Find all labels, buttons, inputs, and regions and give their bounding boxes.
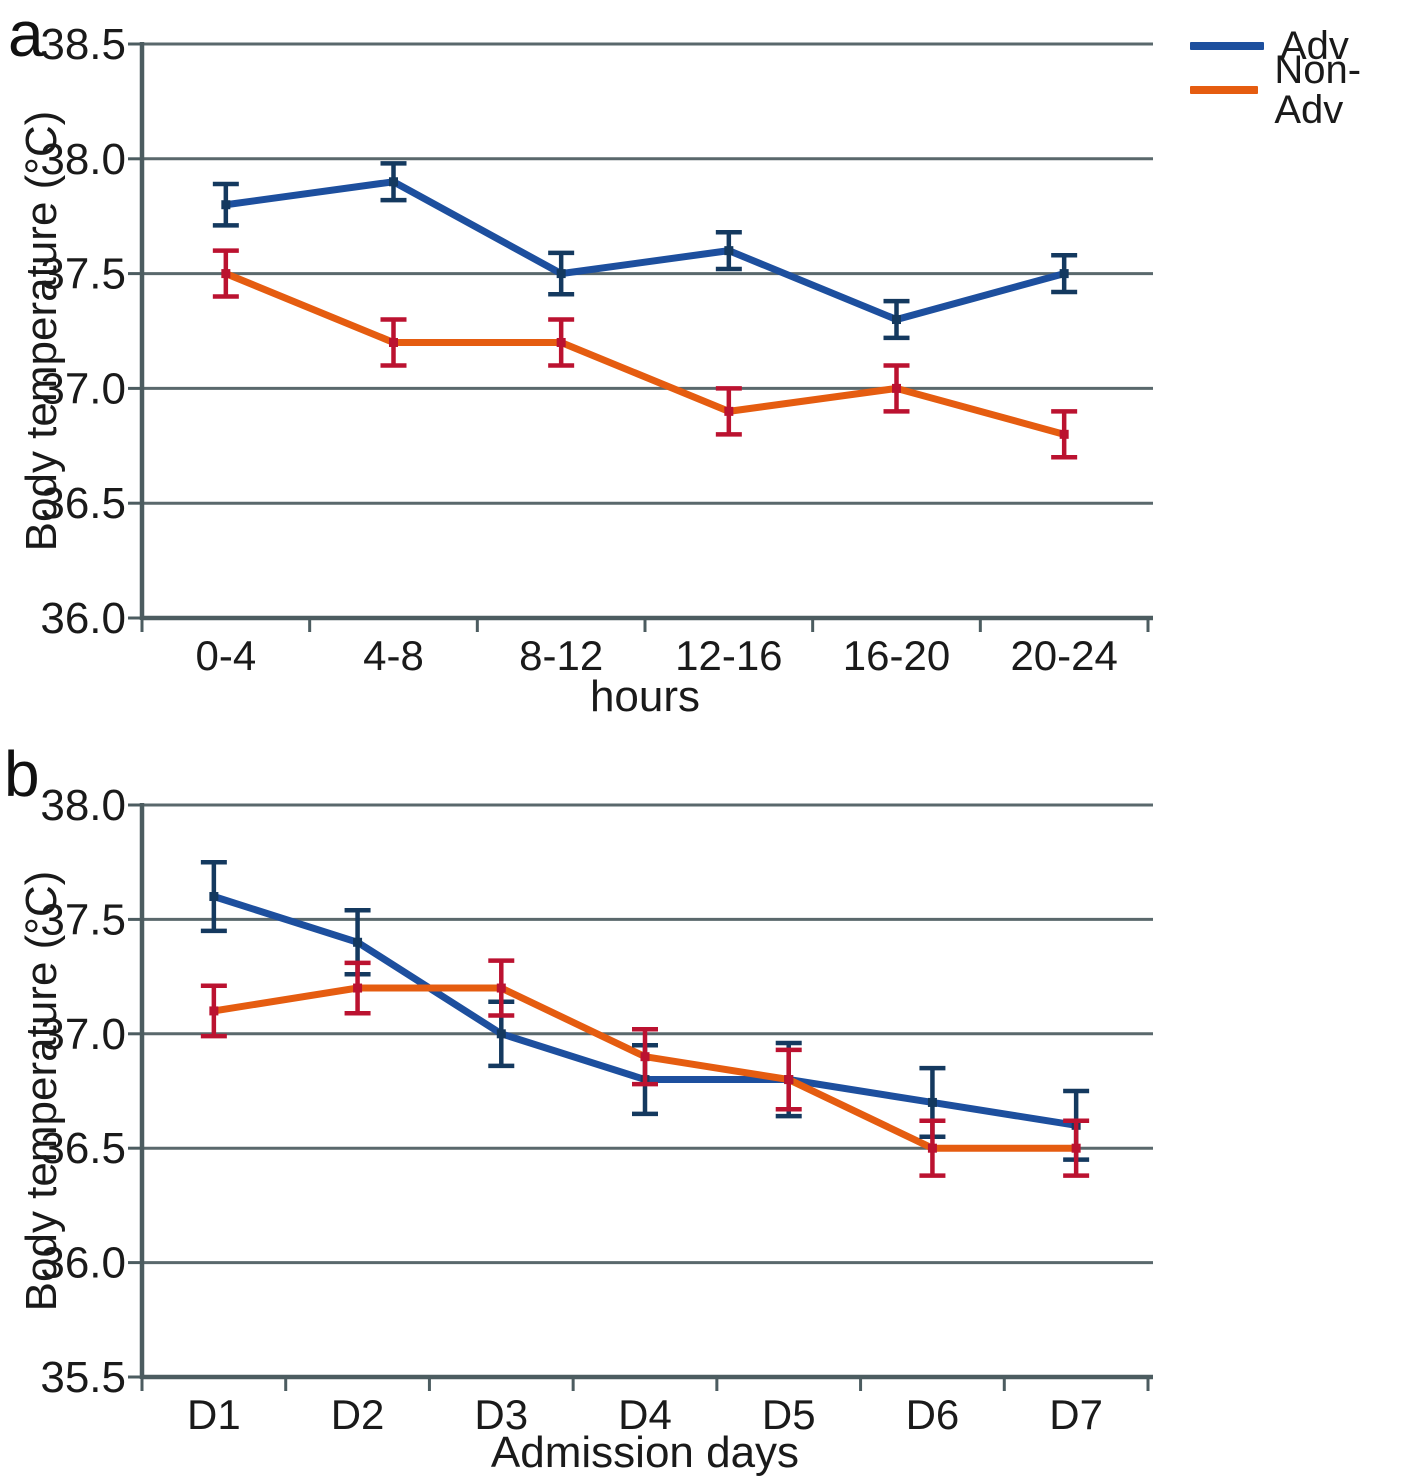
y-tick-label: 36.5 — [40, 1124, 126, 1173]
data-point-marker — [1071, 1143, 1081, 1153]
data-point-marker — [640, 1052, 650, 1062]
x-tick-label: D4 — [618, 1391, 672, 1438]
x-tick-label: 12-16 — [675, 632, 782, 679]
data-point-marker — [927, 1097, 937, 1107]
y-tick-label: 37.5 — [40, 250, 126, 299]
panel-b-y-axis-title: Body temperature (°C) — [17, 870, 66, 1312]
y-tick-label: 35.5 — [40, 1353, 126, 1402]
x-tick-label: D1 — [187, 1391, 241, 1438]
y-tick-label: 38.0 — [40, 135, 126, 184]
panel-a-y-axis-title: Body temperature (°C) — [17, 110, 66, 552]
data-point-marker — [496, 1029, 506, 1039]
y-tick-label: 36.0 — [40, 594, 126, 643]
x-tick-label: 20-24 — [1010, 632, 1117, 679]
data-point-marker — [724, 246, 734, 256]
series-line-adv — [225, 178, 1066, 324]
data-point-marker — [892, 315, 901, 325]
data-point-marker — [556, 269, 566, 279]
x-tick-label: D2 — [331, 1391, 385, 1438]
data-point-marker — [209, 892, 219, 902]
legend-adv-label: Adv — [1280, 24, 1349, 68]
data-point-marker — [221, 269, 231, 279]
y-tick-label: 36.5 — [40, 479, 126, 528]
x-tick-label: 8-12 — [519, 632, 603, 679]
y-tick-label: 37.0 — [40, 364, 126, 413]
legend-adv-line-swatch — [1190, 42, 1264, 50]
panel-b-letter: b — [4, 738, 40, 810]
data-point-marker — [892, 383, 901, 393]
panel-a-letter: a — [8, 0, 44, 70]
panel-a-x-axis-title: hours — [589, 672, 701, 721]
data-point-marker — [784, 1075, 794, 1085]
y-tick-label: 38.5 — [40, 20, 126, 69]
data-point-marker — [556, 337, 566, 347]
data-point-marker — [724, 406, 734, 416]
y-tick-label: 37.0 — [40, 1010, 126, 1059]
x-tick-label: D5 — [762, 1391, 816, 1438]
legend-non-adv-label: Non-Adv — [1274, 48, 1362, 132]
x-tick-label: 16-20 — [843, 632, 950, 679]
panel-b-chart: 38.0 37.5 37.0 36.5 36.0 35.5 D1 D2 D3 D4 D5 D6 D7 — [40, 781, 1153, 1438]
data-point-marker — [353, 983, 363, 993]
data-point-marker — [389, 337, 398, 347]
y-tick-label: 36.0 — [40, 1239, 126, 1288]
x-tick-label: 0-4 — [195, 632, 256, 679]
data-point-marker — [389, 177, 398, 187]
y-tick-label: 38.0 — [40, 781, 126, 830]
legend-item-adv: Adv — [1190, 24, 1418, 68]
data-point-marker — [927, 1143, 937, 1153]
data-point-marker — [353, 937, 363, 947]
series-line-non-adv — [224, 270, 1066, 438]
legend: Adv Non-Adv — [1190, 24, 1418, 130]
panel-b-x-axis-title: Admission days — [490, 1428, 800, 1477]
data-point-marker — [1059, 429, 1069, 439]
legend-item-non-adv: Non-Adv — [1190, 50, 1418, 130]
data-point-marker — [1059, 269, 1069, 279]
data-point-marker — [221, 200, 231, 210]
panel-a-chart: 38.5 38.0 37.5 37.0 36.5 36.0 0-4 4-8 8-12 12-16 1… — [40, 20, 1153, 679]
x-tick-label: D7 — [1049, 1391, 1103, 1438]
legend-non-adv-line-swatch — [1190, 86, 1259, 94]
data-point-marker — [496, 983, 506, 993]
x-tick-label: 4-8 — [363, 632, 424, 679]
data-point-marker — [209, 1006, 219, 1016]
x-tick-label: D6 — [906, 1391, 960, 1438]
y-tick-label: 37.5 — [40, 895, 126, 944]
x-tick-label: D3 — [474, 1391, 528, 1438]
